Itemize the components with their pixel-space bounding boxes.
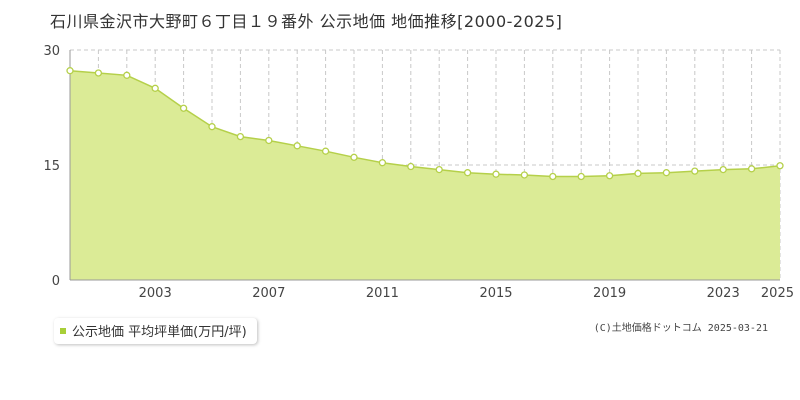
data-point-2018 (577, 172, 585, 181)
data-point-2015 (492, 170, 500, 178)
x-tick-label: 2007 (252, 286, 285, 301)
data-point-2021 (662, 169, 671, 177)
data-point-2012 (407, 162, 415, 171)
legend-swatch (60, 327, 66, 334)
data-point-2008 (293, 142, 301, 150)
data-point-2002 (123, 71, 131, 79)
chart-title: 石川県金沢市大野町６丁目１９番外 公示地価 地価推移[2000-2025] (50, 12, 563, 31)
data-point-2009 (321, 147, 330, 155)
axes (69, 50, 780, 281)
copyright-text: (C)土地価格ドットコム 2025-03-21 (593, 323, 768, 334)
data-point-2013 (435, 165, 443, 174)
x-tick-label: 2023 (707, 286, 740, 301)
y-tick-label: 30 (43, 44, 60, 59)
data-point-2007 (265, 136, 273, 145)
x-tick-label: 2003 (139, 286, 172, 301)
x-tick-label: 2019 (593, 286, 626, 301)
data-point-2001 (94, 69, 103, 77)
data-point-2011 (378, 159, 387, 167)
legend: 公示地価 平均坪単価(万円/坪) (54, 318, 257, 344)
data-point-2016 (520, 171, 529, 179)
data-point-2024 (747, 165, 756, 173)
x-tick-label: 2011 (366, 286, 399, 301)
x-tick-label: 2015 (479, 286, 512, 301)
data-point-2004 (179, 104, 188, 112)
data-point-2006 (236, 132, 245, 141)
data-markers (66, 67, 784, 181)
data-point-2017 (549, 172, 557, 181)
data-point-2025 (776, 162, 784, 170)
data-point-2020 (634, 169, 642, 178)
data-point-2005 (208, 123, 216, 131)
data-point-2022 (691, 167, 699, 175)
series-line (69, 69, 781, 178)
data-point-2014 (463, 169, 472, 177)
x-tick-label: 2025 (761, 286, 794, 301)
area-fill (70, 70, 780, 280)
data-point-2010 (350, 153, 358, 161)
y-tick-label: 15 (43, 159, 60, 174)
tick-labels: 0 15 30 2003 2007 2011 2015 2019 2023 2025 (43, 44, 794, 301)
legend-label: 公示地価 平均坪単価(万円/坪) (72, 325, 247, 340)
y-tick-label: 0 (52, 274, 60, 289)
data-point-2000 (66, 67, 74, 75)
data-point-2023 (719, 165, 727, 174)
data-point-2019 (605, 172, 614, 180)
data-point-2003 (151, 84, 159, 92)
